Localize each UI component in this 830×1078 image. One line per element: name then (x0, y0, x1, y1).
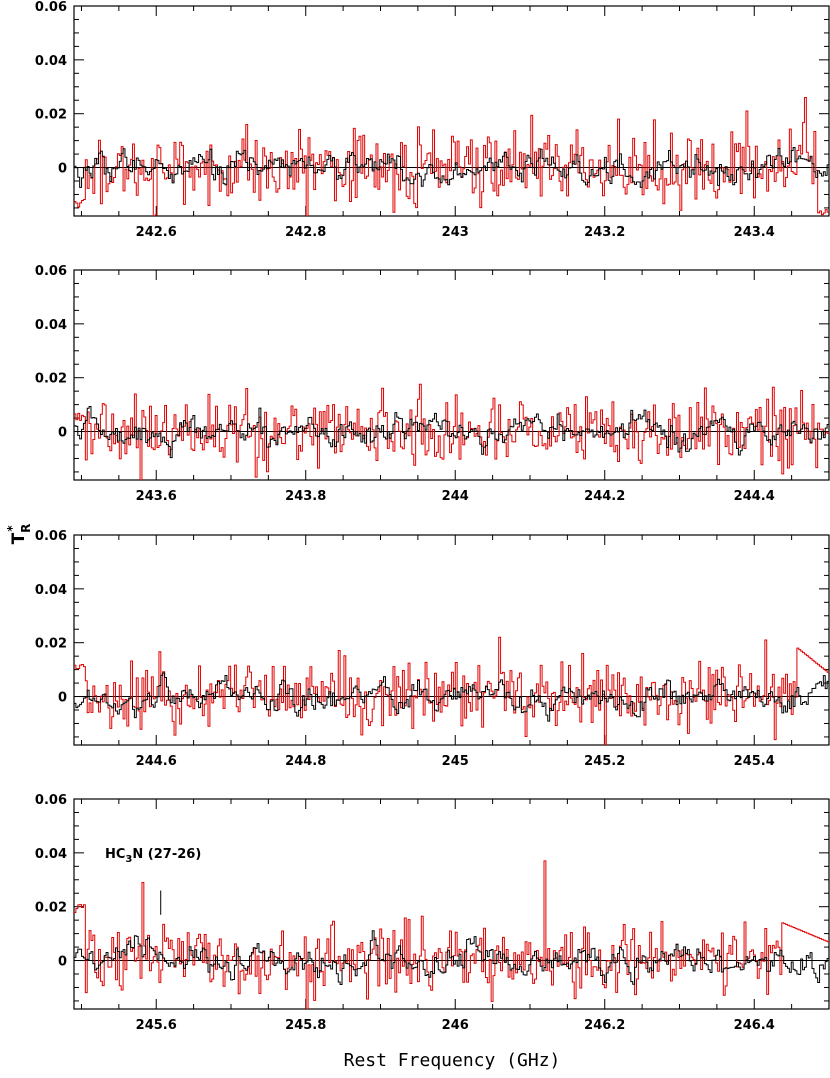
observed-spectrum-line (74, 383, 829, 480)
y-tick-label: 0.04 (35, 318, 67, 333)
x-tick-label: 243.6 (136, 489, 177, 504)
model-spectrum-line (74, 406, 829, 459)
x-tick-label: 246 (442, 1018, 469, 1033)
y-axis-label-sup: * (5, 525, 19, 532)
y-tick-label: 0.02 (35, 108, 67, 123)
panel-1: 0 0.02 0.04 0.06 242.6 242.8 243 243.2 243.4 (35, 0, 830, 240)
observed-spectrum-line (74, 636, 829, 745)
line-annotation: HC3N (27-26) (105, 847, 201, 865)
y-tick-label: 0.06 (35, 529, 67, 544)
y-tick-label: 0.04 (35, 54, 67, 69)
x-tick-label: 244.6 (136, 754, 177, 769)
y-tick-label: 0.04 (35, 583, 67, 598)
x-tick-label: 243 (442, 225, 469, 240)
model-spectrum-line (74, 930, 829, 986)
panel-frame (73, 534, 830, 746)
x-tick-label: 243.4 (734, 225, 775, 240)
panel-3: 0 0.02 0.04 0.06 244.6 244.8 245 245.2 245.4 (35, 529, 830, 769)
y-tick-label: 0 (58, 691, 67, 706)
x-tick-label: 243.8 (285, 489, 326, 504)
y-tick-label: 0.04 (35, 847, 67, 862)
x-tick-label: 245.4 (734, 754, 775, 769)
y-axis-label: TR* (5, 524, 33, 545)
y-axis-label-sub: R (19, 524, 33, 533)
observed-spectrum-line (74, 97, 829, 216)
panels-group: 0 0.02 0.04 0.06 242.6 242.8 243 243.2 243.4 0 0.0… (35, 0, 830, 1033)
panel-data (74, 636, 829, 745)
y-tick-label: 0.06 (35, 0, 67, 15)
x-tick-label: 243.2 (584, 225, 625, 240)
observed-spectrum-line (74, 860, 829, 1009)
x-tick-label: 246.2 (584, 1018, 625, 1033)
x-tick-label: 246.4 (734, 1018, 775, 1033)
x-tick-label: 244.2 (584, 489, 625, 504)
panel-frame (73, 269, 830, 481)
panel-2: 0 0.02 0.04 0.06 243.6 243.8 244 244.2 244.4 (35, 264, 830, 504)
x-tick-label: 245 (442, 754, 469, 769)
y-tick-label: 0.02 (35, 637, 67, 652)
x-tick-label: 242.6 (136, 225, 177, 240)
panel-data (74, 97, 829, 216)
y-tick-label: 0 (58, 955, 67, 970)
model-spectrum-line (74, 147, 829, 188)
panel-frame (73, 798, 830, 1010)
x-axis-label: Rest Frequency (GHz) (344, 1050, 561, 1071)
x-tick-label: 242.8 (285, 225, 326, 240)
model-spectrum-line (74, 672, 829, 722)
y-tick-label: 0.02 (35, 372, 67, 387)
y-tick-label: 0.06 (35, 793, 67, 808)
x-tick-label: 245.6 (136, 1018, 177, 1033)
x-tick-label: 245.8 (285, 1018, 326, 1033)
panel-frame (73, 5, 830, 217)
x-tick-label: 245.2 (584, 754, 625, 769)
x-tick-label: 244.4 (734, 489, 775, 504)
panel-4: 0 0.02 0.04 0.06 245.6 245.8 246 246.2 246.4 HC3N… (35, 793, 830, 1033)
y-tick-label: 0.06 (35, 264, 67, 279)
y-tick-label: 0.02 (35, 901, 67, 916)
panel-data (74, 383, 829, 480)
y-tick-label: 0 (58, 426, 67, 441)
y-tick-label: 0 (58, 162, 67, 177)
x-tick-label: 244.8 (285, 754, 326, 769)
panel-data (74, 860, 829, 1009)
x-tick-label: 244 (442, 489, 469, 504)
y-axis-label-main: T (9, 532, 29, 544)
